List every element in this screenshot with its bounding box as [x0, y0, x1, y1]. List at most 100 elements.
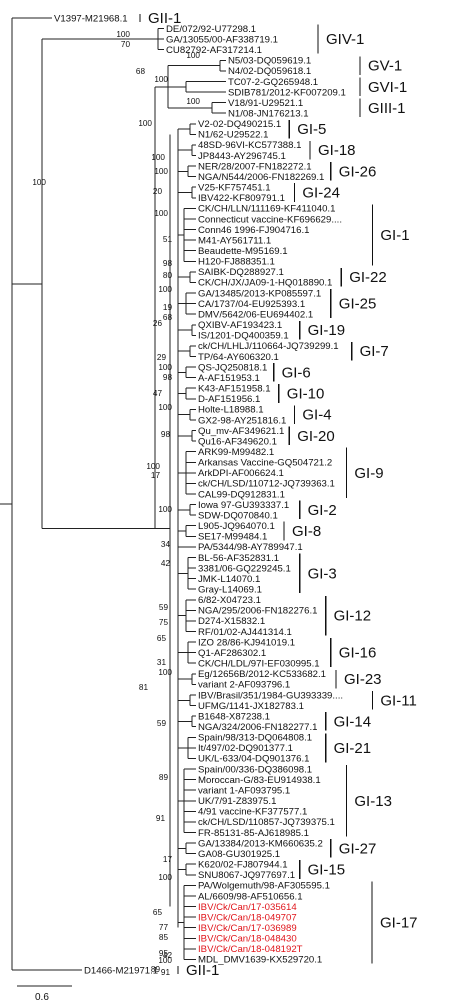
genotype-label: GI-23: [344, 671, 382, 688]
leaf-label: N4/02-DQ059618.1: [228, 66, 311, 77]
genotype-label: GI-3: [308, 565, 337, 582]
support-value: 100: [32, 178, 46, 187]
leaf-label: variant 1-AF093795.1: [198, 785, 290, 796]
support-value: 100: [186, 97, 200, 106]
support-value: 59: [159, 603, 169, 612]
leaf-label: GA08-GU301925.1: [198, 849, 280, 860]
leaf-label: Connecticut vaccine-KF696629....: [198, 214, 342, 225]
leaf-label: B1648-X87238.1: [198, 711, 270, 722]
leaf-label: V1397-M21968.1: [54, 13, 128, 24]
genotype-label: GI-27: [339, 840, 377, 857]
leaf-label: ck/CH/LSD/110712-JQ739363.1: [198, 479, 335, 490]
support-value: 100: [154, 209, 168, 218]
leaf-label: SDW-DQ070840.1: [198, 510, 278, 521]
support-value: 100: [158, 668, 172, 677]
genotype-label: GII-1: [186, 962, 219, 979]
support-value: 17: [163, 855, 173, 864]
leaf-label: IBV/Ck/Can/17-035614: [198, 902, 297, 913]
leaf-label: V2-02-DQ490215.1: [198, 119, 281, 130]
leaf-label: A-AF151953.1: [198, 373, 260, 384]
leaf-label: Spain/00/336-DQ386098.1: [198, 764, 312, 775]
support-value: 47: [153, 389, 163, 398]
leaf-label: N1/62-U29522.1: [198, 130, 268, 141]
support-value: 75: [159, 618, 169, 627]
genotype-label: GI-24: [302, 185, 340, 202]
leaf-label: DMV/5642/06-EU694402.1: [198, 309, 313, 320]
leaf-label: UK/L-633/04-DQ901376.1: [198, 754, 309, 765]
leaf-label: UK/7/91-Z83975.1: [198, 796, 276, 807]
leaf-label: NGA/295/2006-FN182276.1: [198, 606, 317, 617]
leaf-label: IBV/Ck/Can/18-048430: [198, 934, 297, 945]
genotype-label: GI-17: [380, 914, 418, 931]
leaf-label: IS/1201-DQ400359.1: [198, 331, 289, 342]
support-value: 68: [136, 67, 146, 76]
leaf-label: Eg/12656B/2012-KC533682.1: [198, 669, 326, 680]
genotype-label: GI-6: [282, 364, 311, 381]
genotype-label: GI-5: [297, 121, 326, 138]
leaf-label: M41-AY561711.1: [198, 235, 271, 246]
genotype-label: GI-12: [334, 608, 372, 625]
leaf-label: IBV/Ck/Can/17-036989: [198, 923, 297, 934]
support-value: 77: [159, 923, 169, 932]
support-value: 100: [158, 363, 172, 372]
leaf-label: 6/82-X04723.1: [198, 595, 261, 606]
leaf-label: IBV/Brasil/351/1984-GU393339....: [198, 690, 343, 701]
support-value: 17: [151, 471, 161, 480]
leaf-label: IZO 28/86-KJ941019.1: [198, 637, 295, 648]
genotype-label: GIII-1: [368, 100, 406, 117]
leaf-label: GA/13485/2013-KP085597.1: [198, 288, 321, 299]
support-value: 100: [158, 285, 172, 294]
genotype-label: GI-19: [308, 322, 346, 339]
support-value: 34: [161, 540, 171, 549]
leaf-label: SAIBK-DQ288927.1: [198, 267, 284, 278]
genotype-label: GI-11: [380, 692, 416, 709]
genotype-label: GI-9: [354, 465, 383, 482]
leaf-label: D274-X15832.1: [198, 616, 265, 627]
leaf-label: IBV/Ck/Can/18-048192T: [198, 944, 303, 955]
support-value: 100: [158, 956, 172, 965]
genotype-label: GI-1: [380, 227, 409, 244]
leaf-label: N5/03-DQ059619.1: [228, 56, 311, 67]
leaf-label: H120-FJ888351.1: [198, 257, 275, 268]
leaf-label: V18/91-U29521.1: [228, 98, 303, 109]
leaf-label: MDL_DMV1639-KX529720.1: [198, 955, 322, 966]
support-value: 70: [121, 40, 131, 49]
leaf-label: NGA/N544/2006-FN182269.1: [198, 172, 324, 183]
support-value: 26: [153, 319, 163, 328]
leaf-label: ck/CH/LSD/110857-JQ739375.1: [198, 817, 335, 828]
leaf-label: SE17-M99484.1: [198, 532, 267, 543]
support-value: 100: [138, 119, 152, 128]
support-value: 98: [161, 430, 171, 439]
leaf-label: NGA/324/2006-FN182277.1: [198, 722, 317, 733]
support-value: 100: [146, 462, 160, 471]
support-value: 98: [163, 259, 173, 268]
leaf-label: D1466-M21971.1: [84, 965, 158, 976]
support-value: 89: [151, 965, 161, 974]
leaf-label: variant 2-AF093796.1: [198, 680, 290, 691]
genotype-groups: GII-1 GIV-1GV-1 GVI-1 GIII-1 GI-5 GI-18 GI-26 G…: [139, 10, 418, 979]
genotype-label: GI-18: [318, 142, 356, 159]
leaf-label: QXIBV-AF193423.1: [198, 320, 282, 331]
leaf-label: N1/08-JN176213.1: [228, 109, 309, 120]
leaf-label: Qu_mv-AF349621.1: [198, 426, 284, 437]
support-value: 89: [159, 773, 169, 782]
leaf-label: It/497/02-DQ901377.1: [198, 743, 293, 754]
genotype-label: GI-15: [308, 862, 346, 879]
leaf-label: 3381/06-GQ229245.1: [198, 563, 291, 574]
leaf-label: QS-JQ250818.1: [198, 362, 267, 373]
support-value: 91: [156, 814, 166, 823]
support-value: 42: [163, 951, 173, 960]
leaf-label: 48SD-96VI-KC577388.1: [198, 140, 301, 151]
support-value: 100: [158, 403, 172, 412]
leaf-label: Spain/98/313-DQ064808.1: [198, 733, 312, 744]
leaf-label: GA/13384/2013-KM660635.2: [198, 838, 323, 849]
leaf-label: ARK99-M99482.1: [198, 447, 274, 458]
leaf-label: IBV422-KF809791.1: [198, 193, 285, 204]
genotype-label: GI-22: [349, 269, 387, 286]
support-value: 100: [154, 75, 168, 84]
leaf-label: CU82792-AF317214.1: [166, 45, 262, 56]
leaf-label: SNU8067-JQ977697.1: [198, 870, 295, 881]
leaf-label: ArkDPI-AF006624.1: [198, 468, 284, 479]
leaf-label: K43-AF151958.1: [198, 384, 271, 395]
